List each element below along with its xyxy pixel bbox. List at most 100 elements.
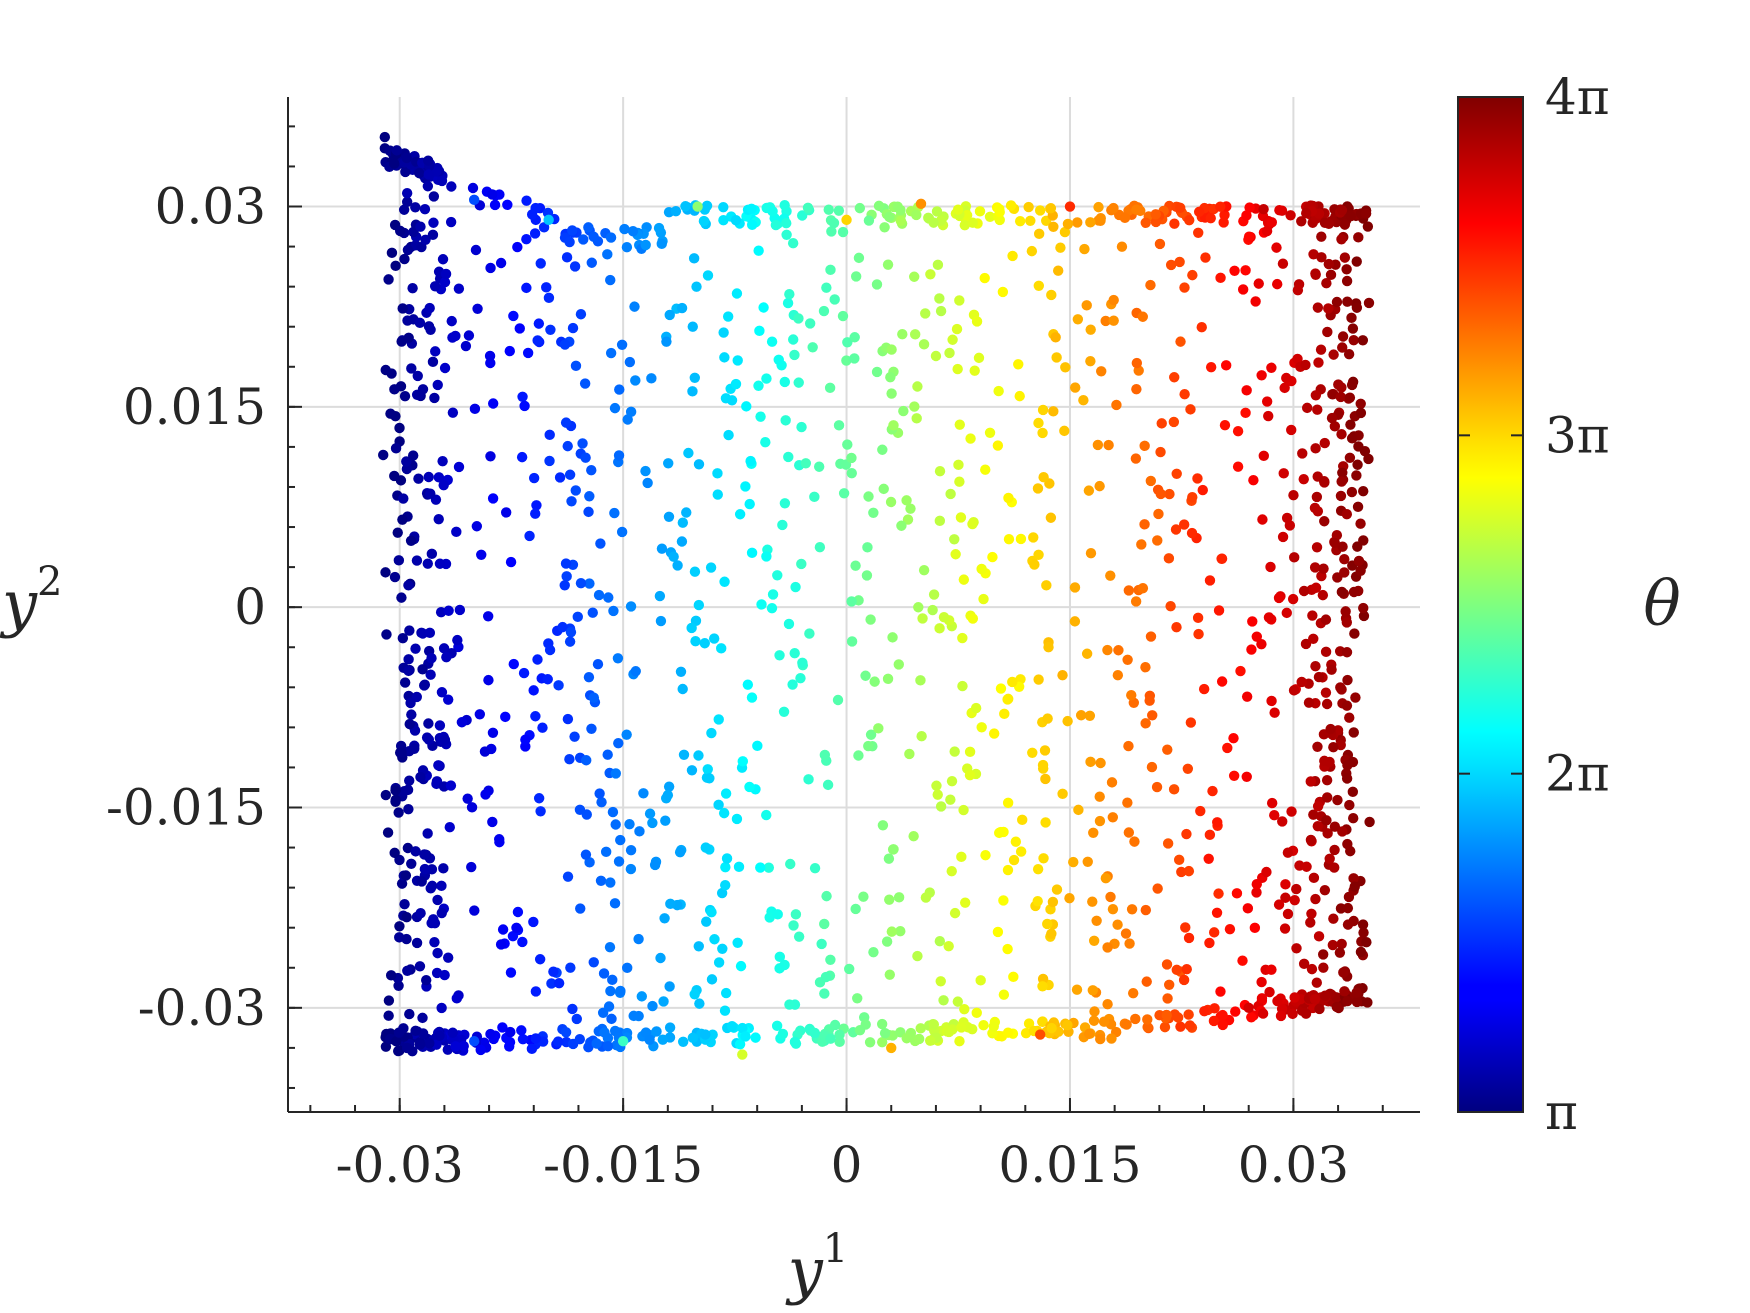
scatter-point bbox=[796, 421, 807, 433]
scatter-point bbox=[436, 907, 447, 919]
scatter-point bbox=[1337, 826, 1348, 837]
scatter-point bbox=[761, 373, 772, 384]
scatter-point bbox=[588, 692, 600, 703]
scatter-point bbox=[998, 989, 1010, 1000]
scatter-point bbox=[1150, 209, 1161, 220]
scatter-point bbox=[1298, 958, 1310, 970]
scatter-point bbox=[429, 936, 440, 948]
scatter-point bbox=[746, 547, 758, 559]
scatter-point bbox=[1228, 732, 1239, 744]
scatter-point bbox=[438, 643, 450, 654]
scatter-point bbox=[772, 570, 783, 581]
scatter-point bbox=[911, 209, 922, 221]
scatter-point bbox=[974, 206, 986, 217]
scatter-point bbox=[399, 253, 410, 265]
scatter-point bbox=[401, 187, 413, 199]
scatter-point bbox=[467, 182, 479, 194]
scatter-point bbox=[846, 452, 857, 464]
scatter-point bbox=[1212, 817, 1223, 828]
scatter-point bbox=[1348, 586, 1360, 598]
scatter-point bbox=[595, 538, 606, 549]
scatter-point bbox=[700, 842, 711, 853]
scatter-point bbox=[1199, 1005, 1210, 1017]
scatter-point bbox=[1332, 794, 1343, 806]
scatter-point bbox=[1168, 784, 1180, 795]
scatter-point bbox=[885, 372, 896, 383]
scatter-point bbox=[425, 669, 436, 680]
scatter-point bbox=[380, 789, 392, 801]
scatter-point bbox=[663, 458, 674, 469]
scatter-point bbox=[987, 551, 998, 563]
scatter-point bbox=[1292, 353, 1303, 365]
scatter-point bbox=[771, 1020, 783, 1032]
scatter-point bbox=[1336, 234, 1347, 245]
scatter-point bbox=[854, 1024, 866, 1036]
scatter-point bbox=[399, 898, 410, 910]
scatter-point bbox=[1079, 243, 1090, 255]
scatter-point bbox=[406, 709, 417, 720]
y-tick-label: -0.015 bbox=[106, 779, 266, 837]
scatter-point bbox=[1327, 389, 1338, 400]
scatter-point bbox=[854, 202, 866, 214]
scatter-point bbox=[888, 420, 899, 431]
scatter-point bbox=[1192, 473, 1203, 484]
scatter-point bbox=[421, 974, 432, 986]
scatter-point bbox=[693, 941, 704, 952]
scatter-point bbox=[617, 1036, 629, 1047]
scatter-point bbox=[699, 638, 710, 649]
scatter-point bbox=[1175, 1021, 1186, 1032]
scatter-point bbox=[412, 370, 423, 382]
scatter-point bbox=[1362, 221, 1374, 232]
scatter-point bbox=[1131, 204, 1142, 215]
scatter-point bbox=[1244, 202, 1255, 213]
scatter-point bbox=[863, 740, 874, 752]
scatter-point bbox=[755, 862, 766, 873]
scatter-point bbox=[603, 1001, 615, 1012]
scatter-point bbox=[1095, 213, 1106, 224]
scatter-point bbox=[901, 495, 912, 506]
scatter-point bbox=[424, 627, 436, 639]
scatter-point bbox=[1310, 443, 1321, 454]
scatter-point bbox=[613, 737, 624, 749]
scatter-point bbox=[687, 1032, 699, 1044]
scatter-point bbox=[508, 310, 519, 322]
scatter-point bbox=[1043, 642, 1054, 653]
scatter-point bbox=[779, 199, 790, 211]
scatter-point bbox=[1298, 585, 1310, 597]
scatter-point bbox=[609, 402, 621, 414]
scatter-point bbox=[468, 194, 480, 206]
scatter-point bbox=[605, 274, 616, 286]
scatter-point bbox=[471, 521, 483, 532]
scatter-point bbox=[915, 1023, 926, 1034]
scatter-point bbox=[1246, 1012, 1257, 1023]
scatter-point bbox=[468, 1036, 480, 1047]
scatter-point bbox=[706, 727, 717, 739]
scatter-point bbox=[1042, 713, 1053, 724]
scatter-point bbox=[709, 934, 720, 945]
scatter-point bbox=[1215, 201, 1226, 212]
scatter-point bbox=[1085, 548, 1097, 559]
scatter-point bbox=[965, 433, 976, 444]
scatter-point bbox=[964, 746, 976, 758]
scatter-point bbox=[530, 1033, 541, 1044]
scatter-point bbox=[1093, 201, 1104, 213]
scatter-point bbox=[1241, 691, 1253, 702]
scatter-point bbox=[1038, 472, 1049, 483]
scatter-point bbox=[1165, 600, 1176, 612]
scatter-point bbox=[407, 450, 419, 461]
scatter-point bbox=[1193, 628, 1204, 640]
scatter-point bbox=[955, 512, 967, 523]
scatter-point bbox=[1108, 202, 1119, 214]
scatter-point bbox=[1282, 847, 1294, 858]
y-axis-title: y2 bbox=[0, 559, 62, 640]
scatter-point bbox=[1183, 932, 1195, 944]
scatter-point bbox=[1211, 907, 1223, 919]
scatter-point bbox=[873, 200, 885, 212]
scatter-point bbox=[1182, 763, 1194, 775]
scatter-point bbox=[602, 249, 613, 260]
scatter-point bbox=[883, 853, 895, 864]
scatter-point bbox=[1229, 265, 1240, 276]
scatter-point bbox=[824, 382, 836, 394]
scatter-point bbox=[884, 211, 895, 223]
scatter-point bbox=[1084, 710, 1096, 721]
